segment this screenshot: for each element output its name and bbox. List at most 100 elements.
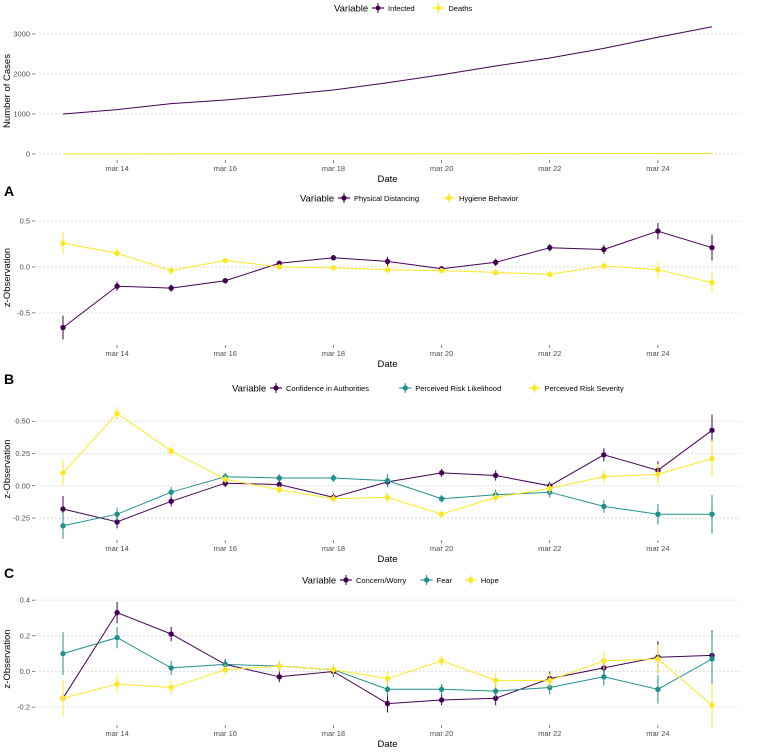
series-line: [62, 26, 713, 115]
data-point: [60, 324, 66, 331]
x-tick-label: mar 22: [538, 164, 561, 173]
legend: Variable Infected Deaths: [334, 3, 472, 15]
data-point: [384, 686, 391, 693]
data-point: [168, 665, 174, 671]
series-perceived-risk-severity: [60, 407, 715, 519]
data-point: [168, 489, 174, 495]
legend-key-point: [402, 385, 408, 391]
series-line: [63, 152, 712, 155]
x-tick-label: mar 20: [430, 544, 453, 553]
y-tick-label: 0.5: [20, 217, 30, 226]
data-point: [168, 267, 174, 274]
data-point: [276, 663, 283, 669]
y-tick-label: -0.2: [17, 703, 30, 712]
x-tick-label: mar 16: [214, 349, 237, 358]
data-point: [655, 228, 661, 234]
data-point: [601, 474, 607, 480]
data-point: [276, 674, 283, 680]
legend-label: Perceived Risk Likelihood: [415, 384, 501, 393]
data-point: [438, 470, 445, 476]
data-point: [655, 266, 661, 273]
panel-tag: C: [4, 565, 14, 581]
data-point: [60, 240, 66, 246]
x-tick-label: mar 14: [105, 544, 128, 553]
y-tick-label: -0.5: [17, 308, 30, 317]
series-perceived-risk-likelihood: [60, 472, 715, 539]
data-point: [330, 265, 337, 271]
data-point: [60, 523, 66, 529]
x-tick-label: mar 16: [214, 164, 237, 173]
x-tick-label: mar 20: [430, 164, 453, 173]
legend-label: Perceived Risk Severity: [545, 384, 624, 393]
y-tick-label: 3000: [13, 30, 30, 39]
legend-title: Variable: [300, 194, 334, 205]
data-point: [168, 631, 174, 637]
data-point: [222, 476, 228, 483]
series-hope: [60, 644, 715, 727]
data-point: [601, 503, 607, 510]
panel-tag: B: [4, 371, 14, 387]
legend: Variable Physical Distancing Hygiene Behav…: [300, 193, 519, 205]
x-tick-label: mar 14: [105, 729, 128, 738]
legend-title: Variable: [334, 4, 368, 15]
legend-key-point: [341, 195, 347, 201]
data-point: [60, 650, 66, 657]
x-tick-label: mar 18: [322, 729, 345, 738]
x-tick-label: mar 18: [322, 349, 345, 358]
legend-label: Confidence in Authorities: [286, 384, 369, 393]
x-tick-label: mar 18: [322, 544, 345, 553]
y-tick-label: 2000: [13, 70, 30, 79]
data-point: [276, 264, 283, 270]
data-point: [601, 658, 607, 664]
legend-label: Hope: [481, 576, 499, 585]
x-tick-label: mar 22: [538, 729, 561, 738]
data-point: [709, 455, 715, 462]
x-tick-label: mar 20: [430, 729, 453, 738]
data-point: [709, 427, 715, 433]
y-tick-label: 0.50: [15, 417, 30, 426]
x-tick-label: mar 16: [214, 729, 237, 738]
x-tick-label: mar 22: [538, 544, 561, 553]
panel-c: C -0.2 0.0 0.2 0.4 mar 14 mar 16 mar 18 mar 20 ma…: [2, 565, 740, 750]
data-point: [547, 485, 553, 492]
data-point: [114, 519, 120, 525]
legend-key-point: [531, 385, 538, 391]
panel-cases: 0 1000 2000 3000 mar 14 mar 16 mar 18 mar 20 mar…: [2, 3, 740, 185]
x-tick-label: mar 14: [105, 164, 128, 173]
data-point: [709, 702, 715, 709]
data-point: [547, 677, 553, 684]
legend-label: Infected: [388, 4, 415, 13]
data-point: [601, 674, 607, 680]
data-point: [384, 700, 391, 707]
data-point: [168, 448, 174, 454]
legend: Variable Concern/Worry Fear Hope: [302, 575, 499, 587]
x-tick-label: mar 22: [538, 349, 561, 358]
panel-tag: A: [4, 183, 14, 199]
data-point: [655, 511, 661, 517]
x-tick-label: mar 24: [646, 164, 669, 173]
data-point: [60, 695, 66, 701]
data-point: [384, 494, 391, 501]
legend-title: Variable: [302, 576, 336, 587]
series-infected: [62, 26, 713, 115]
series-hygiene-behavior: [60, 232, 715, 294]
data-point: [114, 634, 120, 641]
data-point: [492, 677, 499, 684]
data-point: [601, 246, 607, 253]
data-point: [709, 511, 715, 517]
x-tick-label: mar 24: [646, 544, 669, 553]
data-point: [547, 244, 553, 251]
data-point: [60, 506, 66, 512]
y-axis-title: Number of Cases: [2, 54, 13, 128]
y-tick-label: -0.25: [13, 514, 30, 523]
data-point: [438, 697, 445, 703]
legend-key-point: [468, 577, 474, 583]
data-point: [330, 495, 337, 502]
series-deaths: [63, 152, 712, 155]
series-physical-distancing: [60, 222, 715, 340]
data-point: [114, 681, 120, 687]
data-point: [330, 255, 337, 261]
data-point: [438, 495, 445, 502]
